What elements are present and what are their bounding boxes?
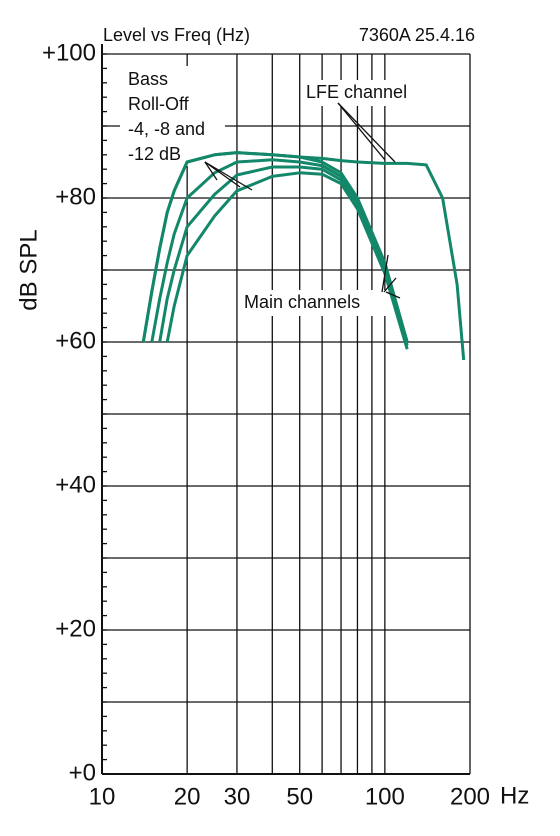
annotation-pointer — [383, 277, 397, 293]
annotation-pointer — [204, 161, 218, 181]
annotation-pointer — [381, 254, 389, 293]
y-axis-label: dB SPL — [15, 229, 42, 310]
y-tick-label: +100 — [42, 39, 96, 66]
data-line — [141, 151, 409, 343]
chart-title: Level vs Freq (Hz) — [103, 25, 250, 45]
chart-subtitle: 7360A 25.4.16 — [359, 25, 475, 45]
x-tick-label: 200 — [450, 783, 490, 810]
annotation-pointer — [337, 102, 396, 163]
annotation-box — [303, 80, 435, 106]
annotation: Main channels — [244, 292, 360, 312]
annotation: Bass — [128, 69, 168, 89]
x-tick-label: 50 — [286, 783, 313, 810]
y-tick-label: +80 — [55, 183, 96, 210]
annotation: -4, -8 and — [128, 119, 205, 139]
x-tick-label: 30 — [224, 783, 251, 810]
y-tick-label: +20 — [55, 615, 96, 642]
annotation: LFE channel — [306, 82, 407, 102]
y-tick-label: +40 — [55, 471, 96, 498]
x-axis-label: Hz — [500, 782, 529, 809]
x-tick-label: 10 — [89, 783, 116, 810]
annotation-box — [120, 66, 225, 166]
annotation-pointer — [204, 161, 253, 191]
y-tick-label: +0 — [69, 759, 96, 786]
data-line — [141, 151, 466, 361]
annotation-pointer — [337, 102, 386, 161]
annotation-pointer — [385, 291, 401, 299]
y-tick-label: +60 — [55, 327, 96, 354]
annotation: Roll-Off — [128, 94, 190, 114]
data-line — [158, 165, 409, 347]
x-tick-label: 100 — [365, 783, 405, 810]
annotation: -12 dB — [128, 144, 181, 164]
data-line — [165, 171, 409, 350]
data-line — [150, 158, 409, 343]
annotation-box — [240, 290, 388, 316]
x-tick-label: 20 — [174, 783, 201, 810]
